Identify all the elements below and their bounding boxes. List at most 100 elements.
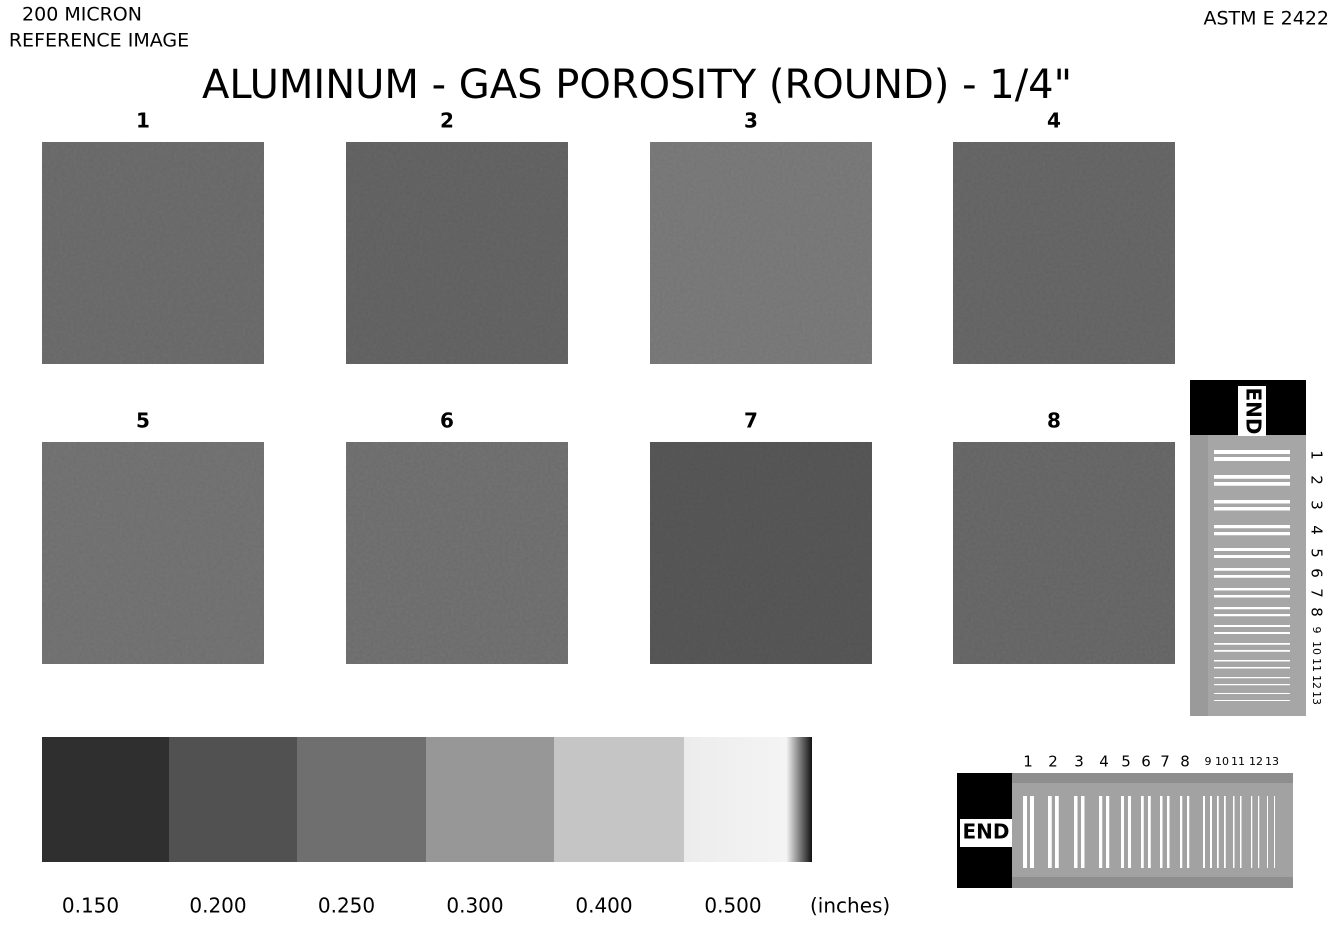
wire-number: 11 <box>1231 755 1245 768</box>
wire-number: 4 <box>1308 525 1326 535</box>
end-plate <box>1238 386 1266 436</box>
wire <box>1214 532 1290 536</box>
wire <box>1240 796 1242 868</box>
wire <box>1214 614 1290 617</box>
wire <box>1214 595 1290 598</box>
wire <box>1274 796 1275 868</box>
panels: 1 2 3 4 5 6 7 8 <box>42 109 1175 664</box>
wire <box>1214 450 1290 454</box>
wire <box>1214 632 1290 634</box>
panel-label: 8 <box>1047 409 1061 433</box>
wire <box>1203 796 1205 868</box>
radiograph <box>42 442 264 664</box>
wedge-step <box>684 737 812 862</box>
wedge-label: 0.200 <box>189 894 246 918</box>
wire <box>1214 693 1290 694</box>
wire-number: 13 <box>1310 691 1323 705</box>
standard: ASTM E 2422 <box>1204 8 1330 30</box>
wire <box>1214 457 1290 461</box>
header-line: REFERENCE IMAGE <box>9 30 189 52</box>
wire <box>1048 796 1052 868</box>
wire <box>1217 796 1219 868</box>
wire <box>1214 575 1290 578</box>
wire-number: 6 <box>1141 753 1151 771</box>
panel-label: 1 <box>136 109 150 133</box>
wire <box>1074 796 1078 868</box>
wire <box>1214 482 1290 486</box>
panel-label: 5 <box>136 409 150 433</box>
wire <box>1121 796 1124 868</box>
wire-number: 13 <box>1265 755 1279 768</box>
wedge-label: 0.150 <box>62 894 119 918</box>
wedge-step <box>42 737 169 862</box>
wire <box>1233 796 1235 868</box>
wire <box>1224 796 1226 868</box>
wire-number: 7 <box>1308 588 1326 598</box>
wire <box>1214 667 1290 669</box>
wedge-step <box>554 737 684 862</box>
wire <box>1214 607 1290 610</box>
wire <box>1148 796 1151 868</box>
wire <box>1128 796 1131 868</box>
wedge-step <box>426 737 554 862</box>
wire-number: 5 <box>1121 753 1131 771</box>
unit-label: (inches) <box>810 894 890 918</box>
wire <box>1214 525 1290 529</box>
radiograph <box>42 142 264 364</box>
panel-label: 2 <box>440 109 454 133</box>
wedge-label: 0.250 <box>318 894 375 918</box>
wire-number: 1 <box>1308 450 1326 460</box>
wire <box>1214 643 1290 645</box>
wire-number: 9 <box>1310 627 1323 634</box>
wire <box>1214 684 1290 686</box>
wedge-label: 0.400 <box>575 894 632 918</box>
wire <box>1167 796 1170 868</box>
radiograph <box>650 442 872 664</box>
wire <box>1214 555 1290 558</box>
end-label: END <box>962 820 1009 844</box>
wire <box>1214 475 1290 479</box>
wire <box>1081 796 1085 868</box>
panel-label: 4 <box>1047 109 1061 133</box>
wire <box>1030 796 1034 868</box>
wire-number: 6 <box>1308 568 1326 578</box>
wedge-step <box>169 737 297 862</box>
wire-number: 10 <box>1215 755 1229 768</box>
wire-number: 7 <box>1160 753 1170 771</box>
panel-label: 6 <box>440 409 454 433</box>
wire-number: 3 <box>1308 500 1326 510</box>
wire <box>1267 796 1268 868</box>
step-wedge: 0.150 0.200 0.250 0.300 0.400 0.500 (inches) <box>42 737 890 918</box>
wire <box>1251 796 1253 868</box>
wire-number: 4 <box>1099 753 1109 771</box>
wire <box>1214 588 1290 591</box>
wire <box>1023 796 1027 868</box>
radiograph <box>346 442 568 664</box>
wire <box>1214 548 1290 551</box>
end-label: END <box>1242 387 1266 434</box>
wedge-label: 0.500 <box>704 894 761 918</box>
wire <box>1214 650 1290 652</box>
wire <box>1210 796 1212 868</box>
wire <box>1214 507 1290 511</box>
wire <box>1214 625 1290 627</box>
wire <box>1214 500 1290 504</box>
wire <box>1160 796 1163 868</box>
wire-number: 12 <box>1249 755 1263 768</box>
wire-number: 1 <box>1023 753 1033 771</box>
wire <box>1055 796 1059 868</box>
wire <box>1099 796 1103 868</box>
wedge-label: 0.300 <box>446 894 503 918</box>
wire-number: 2 <box>1048 753 1058 771</box>
wire-number: 8 <box>1180 753 1190 771</box>
wire-number: 10 <box>1310 641 1323 655</box>
radiograph <box>953 142 1175 364</box>
end-plate <box>960 819 1012 847</box>
wire-number: 12 <box>1310 675 1323 689</box>
wire <box>1258 796 1260 868</box>
wire-number: 2 <box>1308 475 1326 485</box>
wire-number: 3 <box>1074 753 1084 771</box>
